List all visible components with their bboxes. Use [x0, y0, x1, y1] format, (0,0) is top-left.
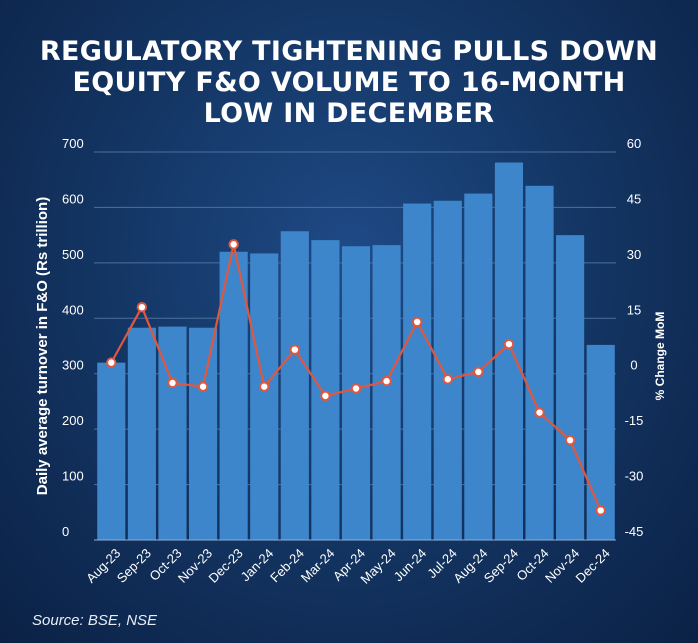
- line-point: [473, 366, 484, 378]
- line-point: [534, 407, 545, 418]
- y2-axis-label: % Change MoM: [653, 312, 667, 401]
- y2-tick-label: -15: [625, 413, 644, 428]
- source-note: Source: BSE, NSE: [32, 612, 158, 629]
- line-point: [381, 375, 392, 387]
- y-tick-label: 600: [62, 191, 84, 206]
- line-point: [289, 344, 301, 355]
- x-tick-label: Jun-24: [391, 546, 430, 585]
- bar: [556, 235, 585, 540]
- x-tick-label: Dec-23: [206, 546, 246, 586]
- y-tick-label: 0: [62, 524, 69, 539]
- bar: [127, 327, 156, 540]
- y-tick-label: 300: [62, 358, 84, 373]
- y-tick-label: 400: [62, 302, 84, 317]
- y-tick-label: 200: [62, 413, 84, 428]
- line-point: [503, 338, 515, 350]
- line-point: [228, 239, 239, 250]
- y2-tick-label: 15: [627, 302, 641, 317]
- line-point: [595, 505, 606, 516]
- y2-tick-label: -30: [625, 469, 644, 484]
- chart-title: REGULATORY TIGHTENING PULLS DOWN EQUITY …: [0, 36, 698, 129]
- bar: [494, 162, 524, 540]
- x-tick-label: Feb-24: [267, 546, 307, 586]
- x-tick-label: Mar-24: [298, 546, 338, 586]
- line-point: [167, 377, 178, 389]
- line-point: [259, 381, 270, 392]
- y2-tick-label: 60: [627, 136, 641, 151]
- title-line-3: LOW IN DECEMBER: [203, 98, 495, 129]
- y-tick-label: 500: [62, 247, 84, 262]
- line-point: [350, 383, 362, 394]
- bar: [188, 327, 218, 540]
- y2-tick-label: 45: [627, 191, 641, 206]
- x-tick-label: Sep-24: [481, 546, 521, 586]
- y2-tick-label: 0: [630, 358, 637, 373]
- line-point: [564, 435, 576, 446]
- x-tick-label: Sep-23: [114, 546, 154, 586]
- line-point: [136, 302, 148, 313]
- bar: [219, 251, 248, 540]
- line-point: [320, 390, 331, 402]
- bar: [433, 200, 462, 540]
- bar: [525, 185, 554, 540]
- title-line-1: REGULATORY TIGHTENING PULLS DOWN: [39, 36, 659, 67]
- line-point: [442, 374, 453, 385]
- line-point: [197, 381, 209, 392]
- y2-tick-label: 30: [627, 247, 641, 262]
- line-point: [411, 316, 423, 328]
- bar: [97, 362, 126, 540]
- title-line-2: EQUITY F&O VOLUME TO 16-MONTH: [72, 67, 626, 98]
- bar: [280, 231, 309, 540]
- y-tick-label: 100: [62, 469, 84, 484]
- y2-tick-label: -45: [625, 524, 644, 539]
- bar: [311, 240, 340, 541]
- line-point: [106, 357, 117, 368]
- bar: [403, 203, 432, 540]
- y-axis-label: Daily average turnover in F&O (Rs trilli…: [34, 197, 51, 495]
- x-tick-label: Dec-24: [573, 546, 613, 586]
- y-tick-label: 700: [62, 136, 84, 151]
- bar: [372, 245, 401, 540]
- bar: [250, 253, 279, 541]
